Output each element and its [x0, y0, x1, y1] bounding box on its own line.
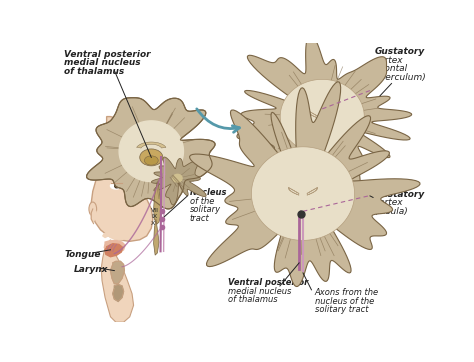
Ellipse shape [173, 174, 182, 182]
Text: Gustatory: Gustatory [374, 47, 425, 56]
Polygon shape [190, 82, 420, 286]
Ellipse shape [115, 184, 118, 188]
Ellipse shape [145, 156, 158, 165]
Text: medial nucleus: medial nucleus [228, 287, 292, 296]
Ellipse shape [89, 202, 97, 216]
Polygon shape [251, 147, 355, 240]
Text: IX: IX [151, 214, 157, 219]
Text: of thalamus: of thalamus [64, 67, 125, 76]
Polygon shape [237, 35, 412, 195]
Text: solitary: solitary [190, 205, 221, 214]
Text: medial nucleus: medial nucleus [64, 58, 141, 67]
Text: cortex: cortex [374, 198, 403, 207]
Text: Ventral posterior: Ventral posterior [64, 50, 151, 59]
Text: cortex: cortex [374, 56, 403, 65]
Text: X: X [151, 220, 155, 226]
Text: operculum): operculum) [374, 73, 426, 82]
Polygon shape [326, 110, 337, 118]
Text: VII: VII [151, 208, 159, 213]
Polygon shape [119, 121, 183, 182]
Text: of thalamus: of thalamus [228, 295, 278, 304]
Text: Larynx: Larynx [74, 265, 109, 274]
Text: Axons from the: Axons from the [315, 288, 379, 297]
Polygon shape [154, 219, 159, 255]
Ellipse shape [140, 149, 163, 166]
Polygon shape [105, 244, 123, 257]
Polygon shape [280, 79, 364, 154]
Text: of the: of the [190, 197, 214, 206]
Polygon shape [91, 211, 97, 222]
Text: Ventral posterior: Ventral posterior [228, 278, 309, 287]
Polygon shape [137, 142, 166, 148]
Polygon shape [308, 110, 319, 118]
Polygon shape [87, 98, 215, 209]
Polygon shape [104, 241, 125, 254]
Polygon shape [288, 188, 299, 195]
Polygon shape [110, 261, 124, 284]
Text: (insula): (insula) [374, 207, 408, 216]
Polygon shape [101, 240, 134, 322]
Text: nucleus of the: nucleus of the [315, 297, 374, 306]
Ellipse shape [110, 183, 121, 189]
Polygon shape [307, 188, 318, 195]
Text: Gustatory: Gustatory [374, 190, 425, 199]
Text: tract: tract [190, 214, 210, 223]
Polygon shape [103, 231, 126, 240]
Polygon shape [151, 157, 206, 205]
Text: solitary tract: solitary tract [315, 305, 368, 314]
Text: (frontal: (frontal [374, 64, 408, 73]
Polygon shape [154, 181, 161, 224]
Text: Nucleus: Nucleus [190, 188, 228, 197]
Text: Tongue: Tongue [64, 250, 101, 259]
Polygon shape [91, 117, 153, 241]
Polygon shape [113, 285, 124, 302]
